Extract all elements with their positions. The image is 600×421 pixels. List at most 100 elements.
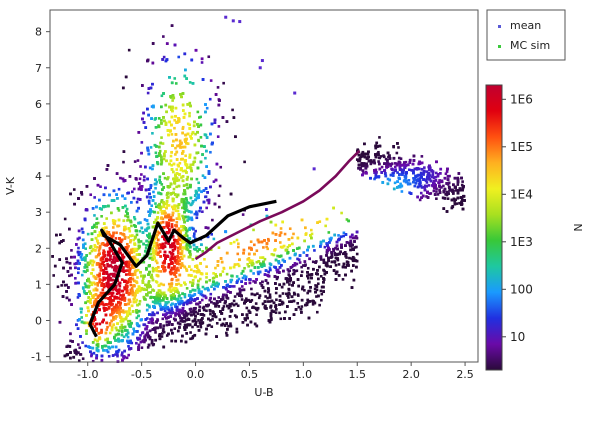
scatter-point: [320, 292, 324, 296]
scatter-point: [188, 101, 192, 105]
scatter-point: [250, 287, 253, 291]
scatter-point: [272, 265, 276, 269]
scatter-point: [266, 247, 270, 251]
scatter-point: [286, 268, 290, 271]
scatter-point: [232, 240, 236, 244]
scatter-point: [119, 176, 122, 180]
scatter-point: [100, 282, 104, 285]
scatter-point: [109, 257, 112, 261]
scatter-point: [160, 94, 164, 98]
scatter-point: [172, 187, 176, 191]
scatter-point: [407, 168, 411, 172]
scatter-point: [185, 199, 189, 202]
scatter-point: [210, 233, 213, 236]
scatter-point: [255, 308, 259, 312]
scatter-point: [107, 273, 110, 276]
scatter-point: [233, 314, 237, 317]
scatter-point: [422, 173, 425, 176]
scatter-point: [149, 318, 152, 321]
scatter-point: [306, 266, 310, 270]
scatter-point: [445, 170, 449, 173]
scatter-point: [240, 288, 244, 292]
scatter-point: [196, 325, 200, 328]
scatter-point: [147, 210, 150, 214]
scatter-point: [233, 295, 237, 298]
scatter-point: [311, 303, 315, 306]
scatter-point: [113, 219, 117, 223]
scatter-point: [145, 285, 149, 289]
scatter-point: [63, 217, 67, 221]
scatter-point: [218, 318, 222, 321]
scatter-point: [123, 286, 126, 289]
scatter-point: [288, 293, 291, 296]
scatter-point: [177, 164, 180, 168]
scatter-point: [108, 323, 112, 327]
scatter-point: [283, 232, 287, 236]
scatter-point: [90, 313, 94, 316]
scatter-point: [452, 197, 456, 201]
scatter-point: [191, 163, 195, 166]
scatter-point: [252, 228, 255, 232]
scatter-point: [106, 325, 109, 329]
scatter-point: [169, 154, 173, 158]
scatter-point: [146, 346, 150, 349]
scatter-point: [125, 286, 129, 290]
scatter-point: [216, 301, 219, 305]
scatter-point: [252, 272, 255, 275]
scatter-point: [132, 250, 136, 254]
scatter-point: [435, 197, 438, 201]
scatter-point: [133, 237, 137, 240]
scatter-point: [91, 294, 94, 298]
scatter-point: [253, 306, 257, 310]
scatter-point: [65, 345, 68, 349]
scatter-point: [212, 180, 216, 183]
scatter-point: [173, 327, 177, 330]
scatter-point: [80, 273, 84, 277]
scatter-point: [128, 229, 132, 233]
scatter-point: [219, 165, 223, 169]
scatter-point: [216, 285, 220, 288]
scatter-point: [168, 322, 171, 326]
scatter-point: [166, 204, 169, 207]
scatter-point: [121, 268, 125, 271]
scatter-point: [265, 245, 268, 249]
scatter-point: [429, 192, 433, 195]
scatter-point: [279, 317, 283, 321]
scatter-point: [120, 269, 123, 273]
scatter-point: [160, 299, 163, 302]
scatter-point: [262, 246, 265, 249]
scatter-point: [179, 266, 182, 269]
scatter-point: [247, 257, 251, 260]
scatter-point: [214, 266, 217, 270]
scatter-point: [427, 165, 431, 169]
scatter-point: [173, 294, 177, 298]
scatter-point: [209, 150, 212, 154]
scatter-point: [183, 320, 187, 323]
scatter-point: [235, 327, 239, 331]
scatter-point: [136, 268, 140, 272]
scatter-point: [209, 292, 213, 296]
scatter-point: [170, 223, 174, 226]
scatter-point: [105, 232, 109, 235]
scatter-point: [105, 328, 109, 331]
scatter-point: [392, 171, 395, 174]
scatter-point: [275, 298, 278, 302]
scatter-point: [163, 245, 167, 249]
scatter-point: [215, 299, 219, 303]
scatter-point: [185, 234, 189, 238]
scatter-point: [218, 184, 222, 188]
scatter-point: [107, 354, 111, 358]
scatter-point: [255, 260, 259, 264]
scatter-point: [163, 309, 167, 313]
scatter-point: [342, 234, 345, 238]
scatter-point: [180, 197, 184, 201]
scatter-point: [427, 176, 431, 180]
scatter-point: [127, 48, 131, 52]
scatter-point: [84, 263, 87, 267]
scatter-point: [191, 202, 194, 205]
scatter-point: [379, 155, 383, 158]
scatter-point: [344, 252, 348, 256]
scatter-point: [149, 186, 153, 190]
scatter-point: [124, 210, 128, 213]
scatter-point: [208, 279, 212, 282]
